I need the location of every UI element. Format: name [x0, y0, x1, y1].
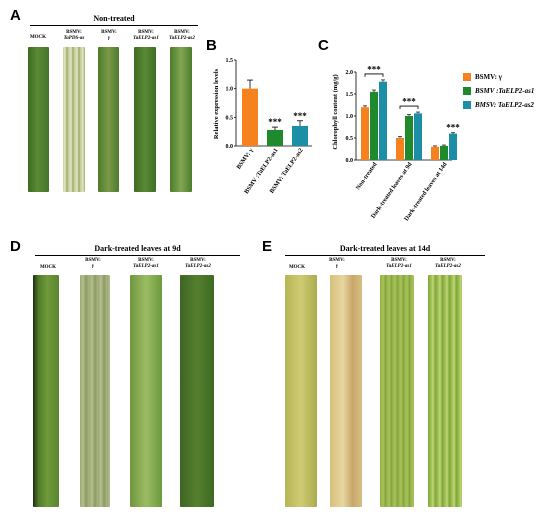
- panel-e-col-4-label: BSMV: TaELP2-as2: [435, 258, 461, 269]
- panel-d-leaf-mock: [33, 275, 59, 507]
- panel-a-leaf-as2: [170, 47, 192, 192]
- panel-a-leaf-pds: [63, 47, 85, 192]
- panel-b-bar: [242, 88, 258, 146]
- panel-d-col-3-label: BSMV: TaELP2-as1: [133, 258, 159, 269]
- legend-swatch-as2: [463, 101, 471, 109]
- panel-b-significance: ***: [268, 117, 282, 127]
- panel-c-bar: [379, 81, 387, 160]
- panel-d-col-1-label: MOCK: [39, 265, 57, 270]
- panel-b-bar: [292, 125, 308, 146]
- panel-e-col-1-label: MOCK: [288, 265, 306, 270]
- panel-b-xtick-label: BSMV: γ: [235, 147, 254, 171]
- panel-a-title: Non-treated: [93, 14, 135, 23]
- panel-d-col-2-label: BSMV: γ: [85, 258, 101, 269]
- chart-legend: BSMV: γ BSMV :TaELP2-as1 BMSV: TaELP2-as…: [463, 70, 548, 112]
- panel-b-ytick-label: 0.0: [226, 144, 234, 150]
- panel-a-col-4-label: BSMV: TaELP2-as1: [133, 30, 159, 41]
- panel-b-chart: Relative expression levels 0.00.51.01.5 …: [213, 58, 312, 195]
- panel-c-significance: ***: [446, 123, 460, 133]
- legend-label-gamma: BSMV: γ: [475, 73, 502, 81]
- legend-label-as1: BSMV :TaELP2-as1: [475, 87, 535, 95]
- legend-swatch-gamma: [463, 73, 471, 81]
- panel-b-significance: ***: [293, 111, 307, 121]
- panel-c-ytick-label: 2.0: [346, 70, 354, 76]
- panel-b-ytick-label: 1.5: [226, 58, 234, 64]
- panel-c-bar: [440, 145, 448, 160]
- panel-e-title: Dark-treated leaves at 14d: [339, 244, 431, 253]
- legend-item: BSMV :TaELP2-as1: [463, 84, 548, 98]
- panel-a-col-5-label: BSMV: TaELP2-as2: [169, 30, 195, 41]
- panel-c-ytick-label: 0.0: [346, 158, 354, 164]
- panel-c-bar: [396, 138, 404, 160]
- panel-b-ylabel: Relative expression levels: [213, 68, 220, 139]
- legend-item: BMSV: TaELP2-as2: [463, 98, 548, 112]
- panel-a-rule: [30, 25, 198, 26]
- panel-a-leaf-mock: [28, 47, 49, 192]
- panel-c-bar: [449, 133, 457, 160]
- panel-d-title: Dark-treated leaves at 9d: [94, 244, 181, 253]
- panel-b-ytick-label: 0.5: [226, 115, 234, 121]
- panel-e-col-3-label: BSMV: TaELP2-as1: [386, 258, 412, 269]
- panel-d-leaf-as2: [180, 275, 214, 507]
- panel-c-bar: [361, 107, 369, 160]
- panel-a-col-1-label: MOCK: [29, 35, 47, 40]
- panel-d-letter: D: [10, 238, 21, 255]
- panel-c-chart: Chlorophyll content (mg/g) 0.0 0.5 1.0 1.5 2…: [332, 64, 460, 222]
- panel-c-bar: [370, 91, 378, 160]
- panel-b-letter: B: [206, 37, 217, 54]
- panel-e-leaf-as2: [428, 275, 462, 507]
- panel-c-ytick-label: 1.0: [346, 114, 354, 120]
- legend-item: BSMV: γ: [463, 70, 548, 84]
- panel-e-rule: [285, 255, 485, 256]
- panel-c-letter: C: [318, 37, 329, 54]
- panel-e-col-2-label: BSMV: γ: [329, 258, 345, 269]
- panel-b-ytick-label: 1.0: [226, 87, 234, 93]
- panel-c-ytick-label: 0.5: [346, 136, 354, 142]
- panel-e-leaf-as1: [380, 275, 414, 507]
- panel-c-ytick-label: 1.5: [346, 92, 354, 98]
- panel-b-bar: [267, 129, 283, 146]
- legend-label-as2: BMSV: TaELP2-as2: [475, 101, 534, 109]
- panel-d-leaf-as1: [130, 275, 162, 507]
- panel-a-col-2-label: BSMV: TaPDS-as: [63, 30, 85, 41]
- panel-a-leaf-gamma: [98, 47, 119, 192]
- panel-c-significance: ***: [402, 97, 416, 107]
- panel-c-ylabel: Chlorophyll content (mg/g): [332, 74, 339, 149]
- panel-c-significance-bracket: [399, 105, 419, 110]
- panel-a-letter: A: [10, 7, 21, 24]
- panel-d-leaf-gamma: [80, 275, 110, 507]
- panel-e-leaf-gamma: [330, 275, 362, 507]
- panel-d-col-4-label: BSMV: TaELP2-as2: [185, 258, 211, 269]
- panel-c-significance-bracket: [364, 73, 384, 77]
- legend-swatch-as1: [463, 87, 471, 95]
- panel-a-leaf-as1: [134, 47, 156, 192]
- panel-d-rule: [35, 255, 240, 256]
- panel-e-leaf-mock: [285, 275, 317, 507]
- panel-c-bar: [405, 116, 413, 160]
- panel-c-significance: ***: [367, 64, 381, 74]
- panel-c-bar: [414, 113, 422, 160]
- panel-a-col-3-label: BSMV: γ: [101, 30, 117, 41]
- panel-c-bar: [431, 146, 439, 160]
- panel-c-xtick-label: Non-treated: [355, 161, 379, 192]
- panel-e-letter: E: [262, 238, 273, 255]
